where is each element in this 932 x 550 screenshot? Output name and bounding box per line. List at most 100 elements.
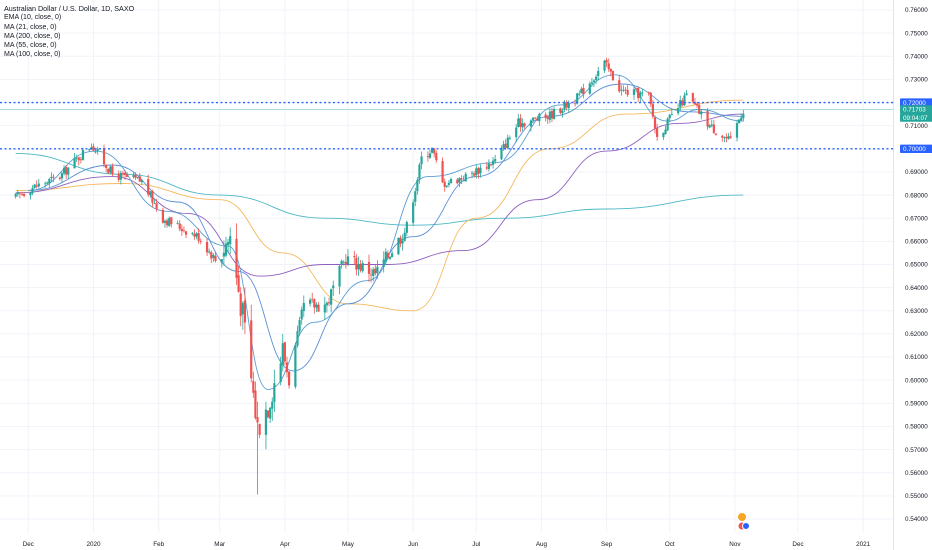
candle-body-down (695, 103, 699, 106)
ma-line-ma-100-close-0[interactable] (15, 99, 744, 312)
candle-body-up (405, 222, 408, 233)
candle-body-up (414, 191, 417, 202)
candle-body-down (138, 176, 141, 182)
candle-body-down (266, 410, 270, 418)
candle-body-up (430, 147, 434, 153)
candle-body-up (361, 263, 364, 272)
candle-body-down (504, 143, 507, 148)
candle-body-up (529, 120, 533, 127)
candle-body-up (222, 252, 225, 257)
price-tick-label: 0.56000 (905, 470, 928, 477)
indicator-ma21-label[interactable]: MA (21, close, 0) (4, 23, 57, 31)
candle-body-down (647, 91, 650, 93)
candle-body-up (325, 302, 329, 306)
candle-body-up (88, 148, 91, 151)
candle-body-down (184, 231, 188, 235)
time-tick-label: May (342, 541, 355, 548)
candle-body-up (561, 110, 564, 114)
candle-body-up (60, 173, 64, 179)
candle-body-up (309, 299, 312, 304)
candle-body-down (605, 59, 608, 63)
symbol-title[interactable]: Australian Dollar / U.S. Dollar, 1D, SAX… (4, 4, 135, 13)
time-axis[interactable]: Dec 2020 Feb Mar Apr May Jun Jul Aug Sep Oct Nov Dec… (23, 541, 871, 548)
ma-line-ma-55-close-0[interactable] (15, 113, 744, 277)
candle-body-up (620, 89, 623, 91)
candle-body-up (96, 148, 99, 152)
candle-body-down (239, 293, 242, 317)
candle-body-down (519, 117, 522, 127)
candle-body-up (597, 71, 600, 76)
candle-body-down (311, 299, 314, 301)
candle-body-down (443, 181, 446, 187)
candle-body-down (327, 302, 331, 304)
time-tick-label: Oct (665, 541, 675, 548)
candle-body-down (435, 152, 438, 161)
candle-body-up (163, 220, 167, 223)
candle-body-up (416, 179, 419, 192)
price-tick-label: 0.65000 (905, 262, 928, 269)
candle-body-up (338, 265, 341, 287)
candle-body-up (595, 76, 598, 80)
indicator-ma200-label[interactable]: MA (200, close, 0) (4, 32, 61, 40)
candle-body-up (224, 243, 228, 256)
candle-body-up (428, 153, 432, 158)
candle-body-down (691, 93, 694, 102)
candle-body-up (458, 178, 461, 183)
candle-body-up (502, 144, 505, 149)
candle-body-down (121, 173, 125, 174)
candle-body-down (714, 133, 718, 135)
candle-body-up (403, 232, 406, 241)
candle-body-up (588, 83, 591, 94)
candle-body-up (563, 101, 566, 110)
candle-body-up (388, 256, 392, 259)
moving-average-layer (15, 74, 744, 390)
candle-body-up (677, 108, 680, 114)
candle-body-down (180, 228, 183, 232)
candle-body-down (473, 173, 476, 176)
candle-body-up (515, 127, 518, 138)
candle-body-up (300, 309, 303, 320)
indicator-ma55-label[interactable]: MA (55, close, 0) (4, 42, 57, 50)
price-tick-label: 0.66000 (905, 239, 928, 246)
candle-body-down (199, 241, 202, 242)
candle-body-up (567, 103, 570, 109)
candle-body-up (376, 266, 379, 274)
ma-line-ema-10-close-0[interactable] (28, 74, 744, 390)
candle-body-up (342, 261, 345, 263)
indicator-ema10-label[interactable]: EMA (10, close, 0) (4, 14, 62, 22)
dividend-event-icon[interactable] (742, 522, 750, 530)
price-tick-label: 0.74000 (905, 53, 928, 60)
candle-body-up (37, 183, 40, 187)
candle-body-up (500, 147, 503, 160)
candle-body-down (712, 124, 715, 133)
candle-body-up (683, 95, 686, 106)
candle-body-down (706, 110, 709, 127)
ma-line-ma-21-close-0[interactable] (28, 83, 744, 372)
candle-body-up (372, 269, 375, 276)
price-tick-label: 0.76000 (905, 7, 928, 14)
candle-body-up (48, 178, 51, 184)
candle-body-up (735, 123, 739, 138)
candle-body-down (123, 172, 127, 175)
earnings-flag-icon[interactable] (737, 512, 747, 522)
price-tick-label: 0.60000 (905, 377, 928, 384)
price-tick-label: 0.54000 (905, 516, 928, 523)
candle-body-down (166, 220, 169, 226)
candle-body-up (664, 129, 667, 134)
candle-body-up (357, 264, 360, 270)
price-tick-label: 0.57000 (905, 447, 928, 454)
candle-body-up (298, 320, 301, 332)
price-tick-label: 0.68000 (905, 192, 928, 199)
candle-body-down (283, 342, 286, 362)
event-markers[interactable] (737, 512, 750, 531)
candle-body-up (315, 304, 318, 308)
candle-body-down (565, 102, 568, 108)
candle-body-down (618, 80, 621, 92)
price-tick-label: 0.62000 (905, 331, 928, 338)
indicator-ma100-label[interactable]: MA (100, close, 0) (4, 51, 61, 59)
candle-body-down (107, 168, 110, 173)
ma-line-ma-200-close-0[interactable] (15, 152, 744, 226)
time-tick-label: Jun (408, 541, 419, 548)
